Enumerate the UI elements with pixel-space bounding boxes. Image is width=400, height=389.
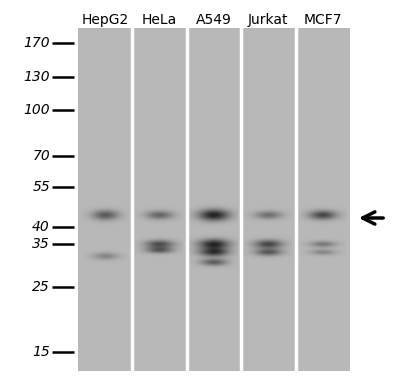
Text: Jurkat: Jurkat <box>248 13 289 27</box>
Text: 100: 100 <box>23 103 50 117</box>
Text: 35: 35 <box>32 237 50 251</box>
Text: 25: 25 <box>32 280 50 294</box>
Text: MCF7: MCF7 <box>304 13 342 27</box>
Text: 15: 15 <box>32 345 50 359</box>
Text: 130: 130 <box>23 70 50 84</box>
Text: 70: 70 <box>32 149 50 163</box>
Text: 55: 55 <box>32 180 50 194</box>
Text: 40: 40 <box>32 220 50 234</box>
Text: HeLa: HeLa <box>142 13 177 27</box>
Text: A549: A549 <box>196 13 232 27</box>
Text: HepG2: HepG2 <box>82 13 129 27</box>
Text: 170: 170 <box>23 36 50 50</box>
